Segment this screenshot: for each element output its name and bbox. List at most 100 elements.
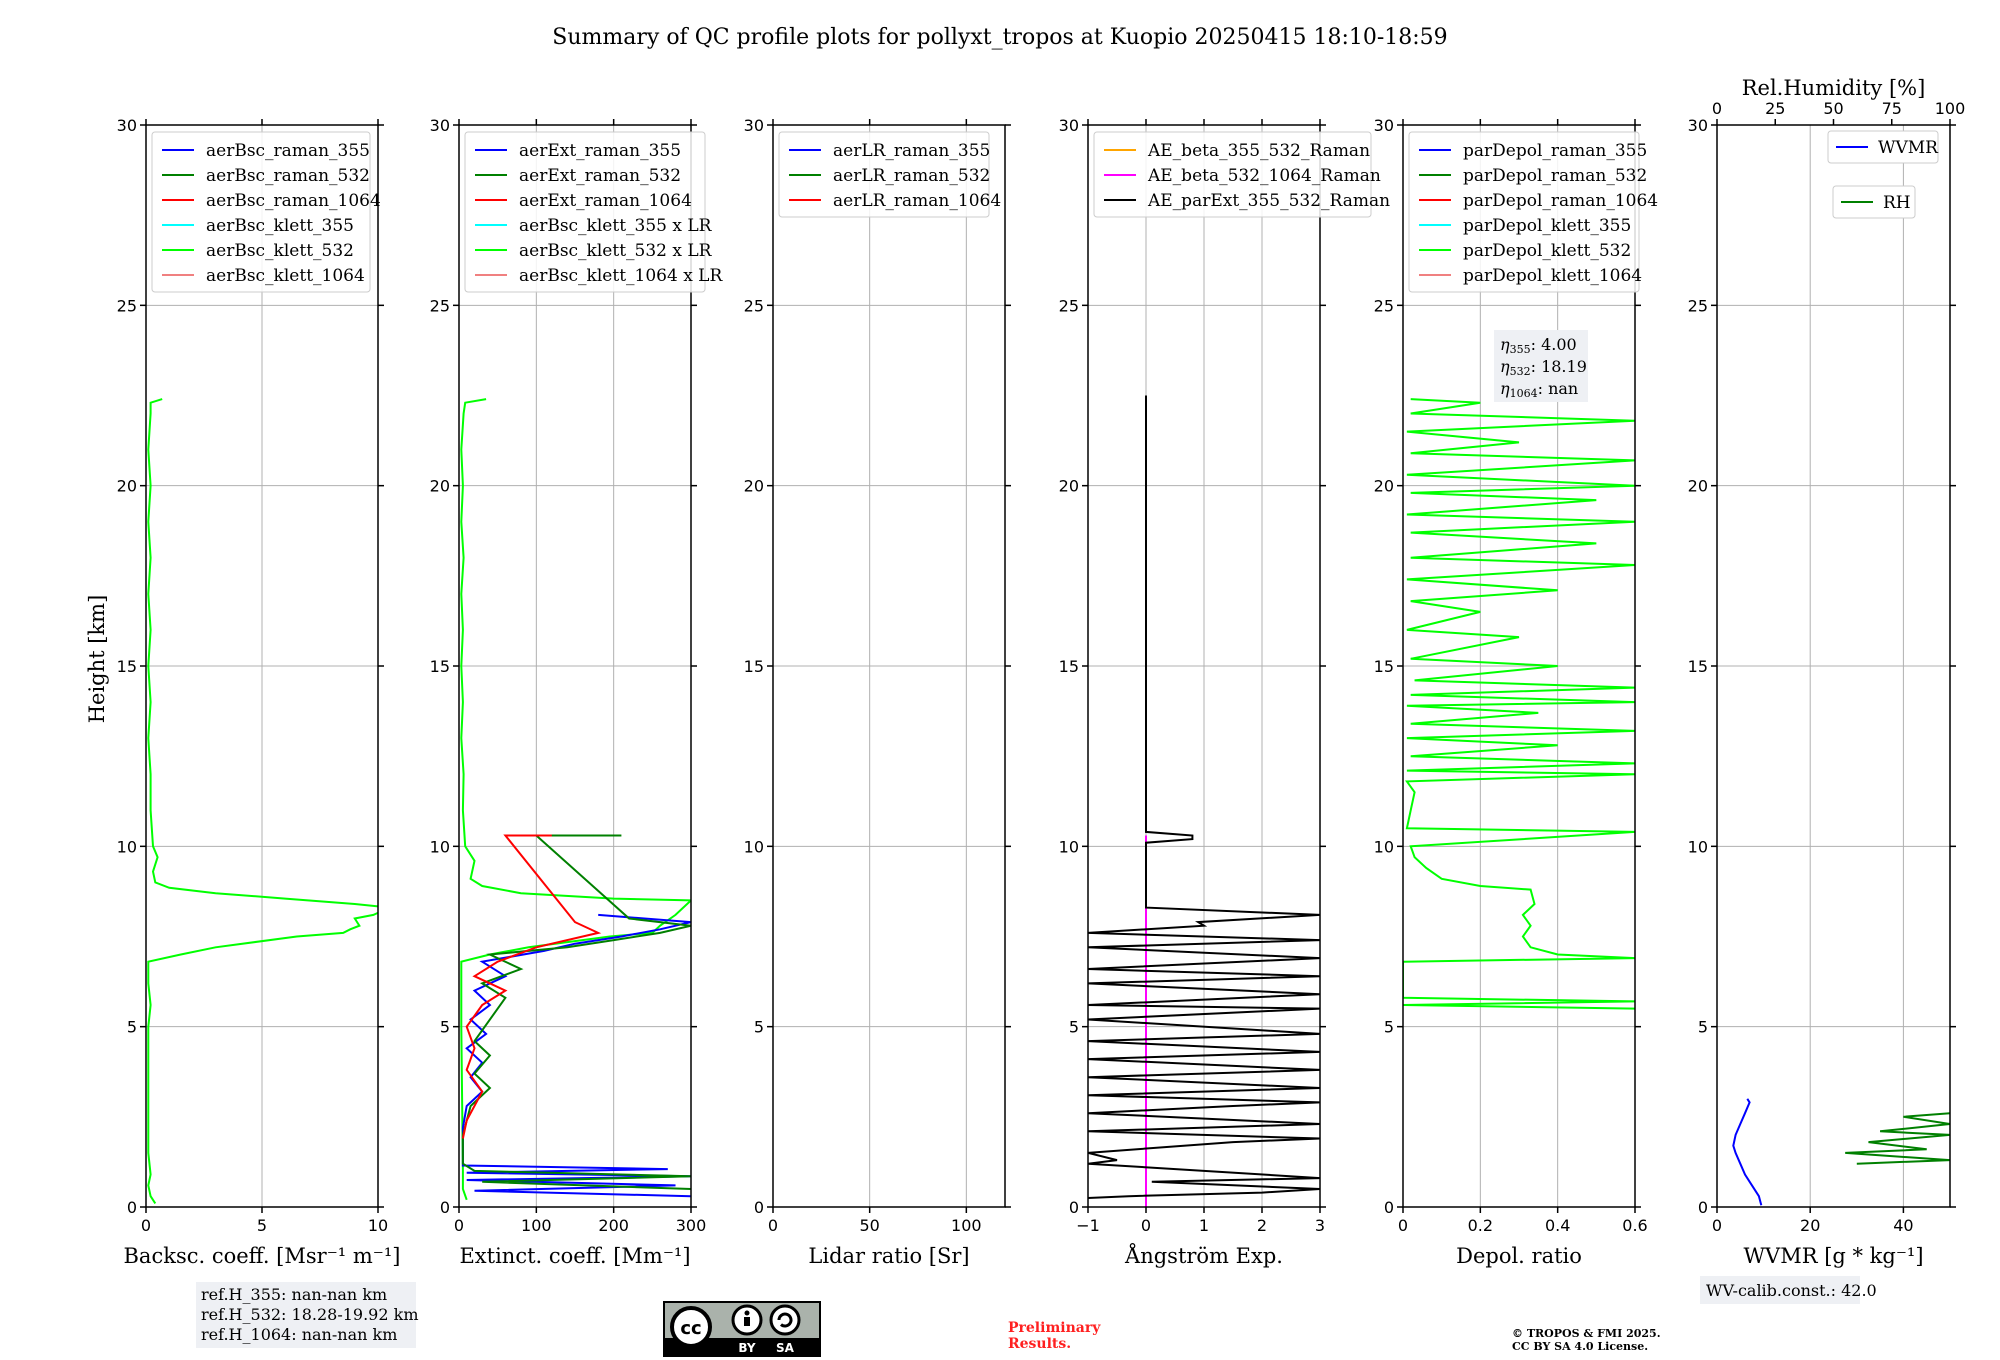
y-tick-label: 15 (1374, 657, 1394, 676)
y-tick-label: 30 (430, 116, 450, 135)
y-tick-label: 10 (1688, 837, 1708, 856)
sa-share-alike-icon (769, 1304, 801, 1336)
legend-label: aerLR_raman_1064 (833, 191, 1001, 211)
legend-label: aerExt_raman_355 (519, 141, 681, 161)
y-tick-label: 5 (1698, 1018, 1708, 1037)
panel-lidar-ratio: 0 5 10 15 20 25 30 0 50 100 Lidar ratio [Sr] aerLR_… (744, 116, 1011, 1268)
legend: aerExt_raman_355 aerExt_raman_532 aerExt_r… (464, 131, 723, 293)
x2-tick-label: 75 (1882, 99, 1902, 118)
y-tick-label: 15 (117, 657, 137, 676)
y-tick-label: 20 (117, 477, 137, 496)
x-tick-label: 10 (368, 1216, 388, 1235)
x2-tick-label: 0 (1712, 99, 1722, 118)
y-tick-label: 0 (1698, 1198, 1708, 1217)
x-tick-label: 100 (951, 1216, 982, 1235)
legend-label: parDepol_klett_532 (1463, 241, 1631, 261)
legend-box (1832, 185, 1916, 219)
x2-axis-label: Rel.Humidity [%] (1742, 76, 1926, 100)
legend-label: parDepol_raman_1064 (1463, 191, 1658, 211)
x-tick-label: 200 (598, 1216, 629, 1235)
cc-license-badge[interactable]: cc BY SA (663, 1301, 821, 1357)
y-tick-label: 30 (744, 116, 764, 135)
legend-label: RH (1883, 193, 1911, 213)
series-line-RH (1845, 1112, 1950, 1165)
series-group (1403, 398, 1635, 1010)
legend-label: WVMR (1878, 138, 1939, 158)
x-tick-label: 0.6 (1622, 1216, 1647, 1235)
cc-logo-icon (670, 1306, 712, 1348)
y-tick-label: 15 (1059, 657, 1079, 676)
ref-h-355: ref.H_355: nan-nan km (201, 1285, 387, 1304)
y-tick-label: 0 (127, 1198, 137, 1217)
legend-label: aerBsc_klett_532 x LR (519, 241, 713, 261)
series-line-AE_parExt_355_532_Raman (1088, 395, 1320, 1199)
ref-h-532: ref.H_532: 18.28-19.92 km (201, 1305, 419, 1324)
y-tick-label: 0 (1384, 1198, 1394, 1217)
legend-label: aerLR_raman_355 (833, 141, 990, 161)
x-tick-label: 1 (1199, 1216, 1209, 1235)
x-tick-label: 300 (676, 1216, 707, 1235)
eta-box: η355: 4.00 η532: 18.19 η1064: nan (1494, 330, 1588, 402)
legend-label: aerBsc_klett_355 x LR (519, 216, 713, 236)
y-axis-label: Height [km] (85, 595, 109, 724)
legend-wvmr: WVMR (1827, 130, 1939, 164)
x-axis-label: Extinct. coeff. [Mm⁻¹] (459, 1244, 690, 1268)
x-axis-label: Ångström Exp. (1124, 1243, 1283, 1268)
y-tick-label: 5 (1384, 1018, 1394, 1037)
legend-label: AE_parExt_355_532_Raman (1147, 191, 1390, 211)
figure-title: Summary of QC profile plots for pollyxt_… (552, 25, 1447, 50)
y-tick-label: 5 (754, 1018, 764, 1037)
x-tick-label: 0.4 (1545, 1216, 1570, 1235)
x-tick-label: 5 (257, 1216, 267, 1235)
y-tick-label: 0 (440, 1198, 450, 1217)
x-tick-label: 0 (768, 1216, 778, 1235)
legend-box (464, 131, 706, 293)
reference-heights-background (196, 1282, 416, 1348)
x-tick-label: −1 (1076, 1216, 1100, 1235)
legend-label: aerExt_raman_1064 (519, 191, 692, 211)
y-tick-label: 10 (117, 837, 137, 856)
x2-tick-label: 50 (1823, 99, 1843, 118)
preliminary-line-1: Preliminary (1008, 1320, 1101, 1336)
legend-label: aerBsc_raman_1064 (206, 191, 381, 211)
ref-h-1064: ref.H_1064: nan-nan km (201, 1325, 397, 1344)
x-tick-label: 50 (859, 1216, 879, 1235)
legend: parDepol_raman_355 parDepol_raman_532 parD… (1408, 131, 1658, 293)
legend-box (1093, 131, 1372, 218)
x-tick-label: 40 (1893, 1216, 1913, 1235)
eta-box-background (1494, 330, 1588, 402)
y-tick-label: 30 (117, 116, 137, 135)
x2-tick-label: 25 (1765, 99, 1785, 118)
sa-arrow-arc (777, 1312, 793, 1328)
by-attribution-head (744, 1310, 750, 1316)
legend-label: aerBsc_klett_1064 (206, 266, 365, 286)
panel-backscatter: 0 5 10 15 20 25 30 0 5 10 Backsc. coeff. [Msr⁻¹ m⁻… (117, 116, 401, 1268)
x-tick-label: 20 (1800, 1216, 1820, 1235)
y-tick-label: 10 (744, 837, 764, 856)
cc-logo-text: cc (680, 1318, 701, 1339)
legend-label: aerExt_raman_532 (519, 166, 681, 186)
y-tick-label: 10 (1059, 837, 1079, 856)
x-tick-label: 0.2 (1468, 1216, 1493, 1235)
legend-label: AE_beta_532_1064_Raman (1147, 166, 1381, 186)
legend-label: parDepol_klett_355 (1463, 216, 1631, 236)
series-line-aerExt_raman_532 (461, 834, 691, 1190)
legend-rh: RH (1832, 185, 1916, 219)
copyright-line-1: © TROPOS & FMI 2025. (1512, 1327, 1661, 1340)
copyright-line-2: CC BY SA 4.0 License. (1512, 1340, 1648, 1353)
legend-label: aerBsc_raman_532 (206, 166, 370, 186)
x-tick-label: 0 (454, 1216, 464, 1235)
series-line-WVMR (1732, 1098, 1763, 1206)
wv-calib-box: WV-calib.const.: 42.0 (1700, 1276, 1877, 1304)
y-tick-label: 25 (1059, 296, 1079, 315)
legend-box (1827, 130, 1939, 164)
series-line-aerExt_raman_1064 (461, 834, 602, 1139)
legend: aerLR_raman_355 aerLR_raman_532 aerLR_rama… (778, 131, 1001, 218)
y-tick-label: 0 (1069, 1198, 1079, 1217)
y-tick-label: 5 (1069, 1018, 1079, 1037)
series-group (460, 398, 691, 1201)
legend-label: aerBsc_raman_355 (206, 141, 370, 161)
